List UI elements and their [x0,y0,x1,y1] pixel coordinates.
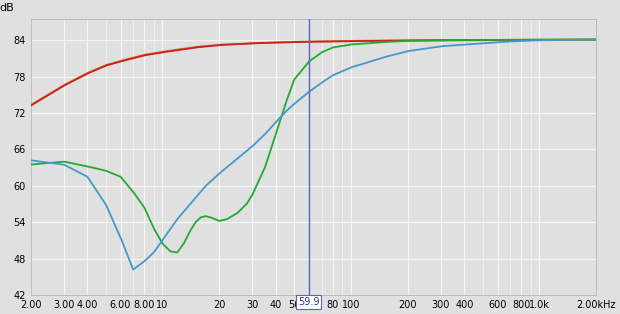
Text: dB: dB [0,3,14,14]
Text: 59.9: 59.9 [298,297,320,307]
